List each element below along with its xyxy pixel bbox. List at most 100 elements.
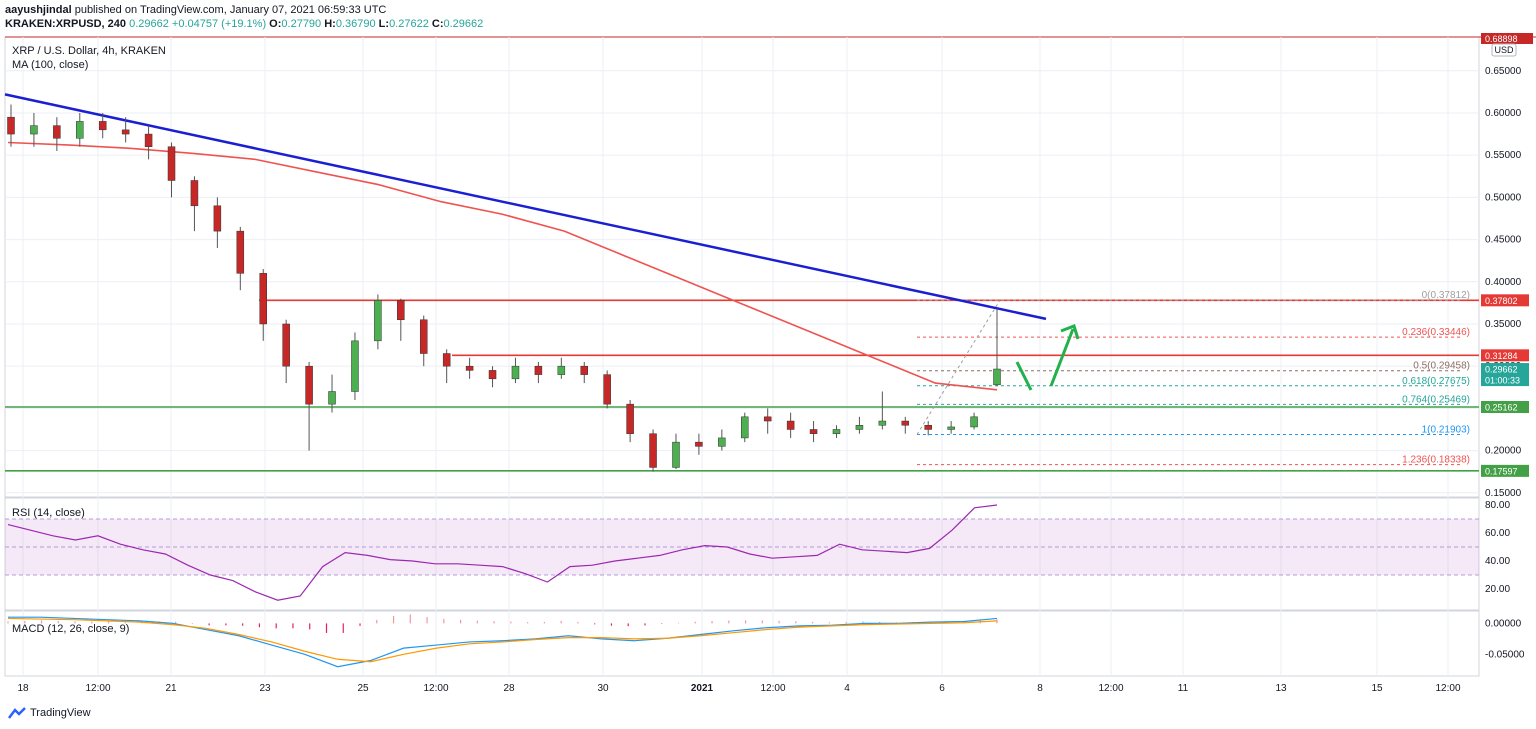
arrow-down-stroke <box>1015 361 1033 391</box>
level-tag-label: 0.31284 <box>1485 351 1518 361</box>
x-tick-label: 15 <box>1371 683 1383 694</box>
macd-line <box>8 616 998 668</box>
y-tick-label: 0.55000 <box>1485 150 1522 161</box>
arrow-up-head <box>1060 324 1080 340</box>
close-value: 0.29662 <box>443 18 484 30</box>
macd-y-tick-label: -0.05000 <box>1485 649 1525 660</box>
candle-body <box>488 370 497 380</box>
candle-body <box>259 273 267 325</box>
y-tick-label: 0.20000 <box>1485 446 1522 457</box>
symbol-label: KRAKEN:XRPUSD, 240 <box>5 18 127 30</box>
publisher-name[interactable]: aayushjindal <box>5 4 72 16</box>
fib-label: 0.618(0.27675) <box>1402 376 1470 387</box>
publish-info: published on TradingView.com, January 07… <box>74 4 387 16</box>
main-pane-title: XRP / U.S. Dollar, 4h, KRAKEN <box>12 45 166 57</box>
descending-trendline <box>4 93 1047 321</box>
candle-body <box>374 300 382 342</box>
x-tick-label: 4 <box>844 683 850 694</box>
candle-body <box>282 323 290 367</box>
price-change: +0.04757 (+19.1%) <box>171 18 267 30</box>
tradingview-logo[interactable]: TradingView <box>6 707 91 719</box>
fib-label: 0.236(0.33446) <box>1402 327 1470 338</box>
candle-body <box>76 121 84 139</box>
candle-body <box>213 205 222 232</box>
signal-line <box>7 617 998 663</box>
candle-body <box>809 429 818 434</box>
level-tag <box>1481 349 1529 362</box>
ohlc-line: KRAKEN:XRPUSD, 240 0.29662 +0.04757 (+19… <box>5 17 483 31</box>
macd-pane-frame <box>4 610 1480 677</box>
low-value: 0.27622 <box>389 18 429 30</box>
top-price-label: 0.68898 <box>1485 34 1518 44</box>
x-tick-label: 18 <box>17 683 29 694</box>
candle-body <box>557 365 566 375</box>
rsi-pane-frame <box>4 497 1480 611</box>
fib-label: 1(0.21903) <box>1422 425 1470 436</box>
candle-body <box>970 416 978 428</box>
chart-header: aayushjindal published on TradingView.co… <box>0 0 1536 36</box>
rsi-y-tick-label: 60.00 <box>1485 528 1510 539</box>
arrow-up-stroke <box>1049 328 1075 387</box>
candle-body <box>236 230 245 274</box>
fib-label: 0.5(0.29458) <box>1413 361 1470 372</box>
candle-body <box>419 319 428 354</box>
level-tag-label: 01:00:33 <box>1485 376 1520 386</box>
candle-body <box>672 441 680 468</box>
rsi-pane-title: RSI (14, close) <box>12 507 85 519</box>
x-tick-label: 13 <box>1275 683 1287 694</box>
x-tick-label: 8 <box>1037 683 1043 694</box>
ma100-line <box>7 141 998 391</box>
open-key: O: <box>269 18 282 30</box>
x-tick-label: 28 <box>503 683 515 694</box>
candle-body <box>167 146 176 181</box>
candle-body <box>924 425 932 430</box>
fib-label: 1.236(0.18338) <box>1402 455 1470 466</box>
macd-y-tick-label: 0.00000 <box>1485 618 1522 629</box>
fib-anchor-line <box>916 299 1001 435</box>
candle-body <box>763 416 772 422</box>
last-price: 0.29662 <box>129 18 169 30</box>
candle-body <box>121 129 130 135</box>
level-tag <box>1481 464 1529 477</box>
candle-body <box>30 125 38 135</box>
candle-body <box>190 180 199 207</box>
candle-body <box>328 391 336 405</box>
y-tick-label: 0.65000 <box>1485 66 1522 77</box>
level-tag <box>1481 363 1529 376</box>
high-key: H: <box>324 18 336 30</box>
rsi-y-tick-label: 20.00 <box>1485 584 1510 595</box>
candle-body <box>832 429 841 434</box>
y-tick-label: 0.15000 <box>1485 488 1522 499</box>
tradingview-cloud-icon <box>8 707 26 719</box>
candle-body <box>534 365 543 375</box>
fib-label: 0.764(0.25469) <box>1402 394 1470 405</box>
candle-body <box>901 420 910 426</box>
chart-canvas[interactable]: 18 12:00 21 23 25 12:00 28 30 2021 12:00 4 6 8 12:00 1… <box>0 0 1536 700</box>
low-key: L: <box>378 18 390 30</box>
rsi-line <box>7 504 998 601</box>
candle-body <box>580 365 589 375</box>
x-tick-label: 25 <box>357 683 369 694</box>
candle-body <box>603 374 611 405</box>
footer: TradingView <box>0 700 1536 729</box>
candle-body <box>718 437 726 447</box>
top-price-tag <box>1481 33 1533 44</box>
candle-body <box>53 125 61 139</box>
x-tick-label: 12:00 <box>85 683 110 694</box>
candle-body <box>695 441 703 447</box>
x-tick-label: 11 <box>1178 683 1189 694</box>
level-tag-label: 0.29662 <box>1485 365 1518 375</box>
candle-body <box>397 300 405 321</box>
candle-body <box>993 368 1001 386</box>
x-tick-label: 12:00 <box>760 683 785 694</box>
x-tick-label: 6 <box>939 683 945 694</box>
level-tag-label: 0.25162 <box>1485 403 1518 413</box>
candle-body <box>442 353 451 367</box>
x-tick-label: 30 <box>597 683 609 694</box>
fib-label: 0(0.37812) <box>1422 290 1470 301</box>
brand-label: TradingView <box>30 707 91 719</box>
y-tick-label: 0.60000 <box>1485 108 1522 119</box>
high-value: 0.36790 <box>335 18 376 30</box>
candle-body <box>741 416 749 439</box>
y-tick-label: 0.40000 <box>1485 277 1522 288</box>
